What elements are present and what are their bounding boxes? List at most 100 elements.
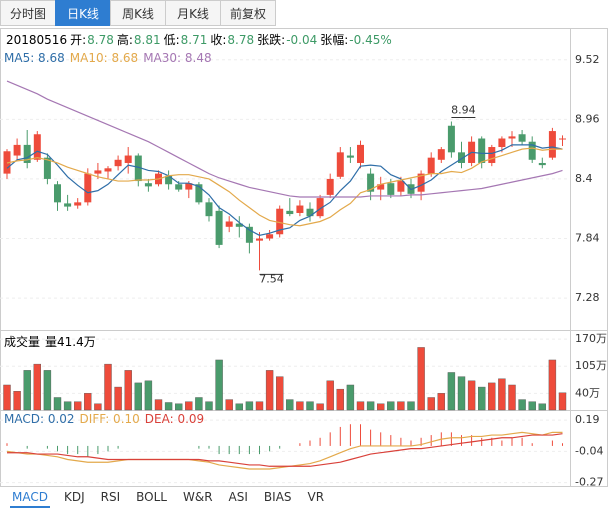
volume-bar [174,403,183,411]
legend-entry: MA30: 8.48 [143,51,212,65]
volume-bar [326,380,334,411]
volume-bar [205,401,213,411]
candle-body [387,183,395,195]
candle-body [124,155,132,163]
volume-title: 成交量 [4,335,41,349]
y-tick-label: 9.52 [575,53,600,66]
candle-body [165,175,173,185]
tab[interactable]: 周K线 [110,0,166,26]
volume-bar [84,393,92,411]
candle-body [114,159,122,167]
info-label: 张幅: [320,33,349,47]
candle-body [548,131,556,158]
info-line: 20180516 开:8.78 高:8.81 低:8.71 收:8.78 张跌:-0.04… [6,31,395,48]
volume-bar [427,397,435,411]
candle-body [346,155,354,158]
candle-body [498,138,506,148]
candle-body [306,208,314,217]
volume-bar [235,403,244,411]
indicator-tab[interactable]: VR [307,490,325,504]
tab[interactable]: 月K线 [165,0,221,26]
volume-bar [558,392,567,411]
candle-body [458,152,465,163]
volume-bar [144,380,153,411]
candle-body [286,210,294,215]
legend-entry: DIFF: 0.10 [79,412,140,426]
macd-legend: MACD: 0.02 DIFF: 0.10 DEA: 0.09 [4,412,209,426]
volume-bar [377,403,385,411]
volume-bar [518,399,526,411]
y-tick-label: 7.28 [575,291,600,304]
ma-legend: MA5: 8.68 MA10: 8.68 MA30: 8.48 [4,51,217,65]
candle-body [538,162,546,166]
indicator-tab[interactable]: ASI [228,490,248,504]
extreme-label: 7.54 [259,272,284,285]
indicator-tab[interactable]: BOLL [136,490,167,504]
ma-line [6,144,563,236]
info-value: 8.81 [133,33,161,47]
y-tick-label: -0.27 [575,476,603,489]
candle-body [518,134,526,142]
legend-entry: DEA: 0.09 [144,412,205,426]
indicator-tabs: MACD KDJ RSI BOLL W&R ASI BIAS VR [10,488,338,508]
volume-bar [245,401,254,411]
legend-entry: MACD: 0.02 [4,412,75,426]
candle-body [134,155,142,182]
candle-body [377,184,385,190]
volume-bar [528,401,536,411]
y-tick-label: 7.84 [575,232,600,245]
volume-bar [447,372,456,411]
candle-body [437,149,445,160]
candle-body [104,168,112,172]
volume-bar [23,370,31,411]
y-tick-label: 105万 [575,359,607,372]
volume-bar [286,399,294,411]
tab[interactable]: 分时图 [0,0,56,26]
volume-bar [225,399,233,411]
volume-bar [63,401,72,411]
indicator-tab[interactable]: MACD [10,488,50,508]
period-tabs: 分时图 日K线 周K线 月K线 前复权 [0,0,276,28]
volume-bar [306,401,314,411]
volume-bar [73,401,82,411]
y-tick-label: 40万 [575,386,600,399]
volume-bar [498,378,506,411]
info-label: 高: [116,33,133,47]
tab[interactable]: 日K线 [55,0,111,26]
candle-body [256,238,263,241]
volume-bar [316,403,324,411]
volume-bar [265,370,274,411]
candle-body [33,134,41,160]
volume-bar [366,401,375,411]
volume-bar [296,401,304,411]
candle-body [276,208,284,235]
indicator-tab[interactable]: KDJ [63,490,85,504]
candle-body [367,173,375,192]
indicator-tab[interactable]: BIAS [263,490,292,504]
candle-body [84,173,92,203]
candle-body [144,183,152,187]
info-label: 张跌: [257,33,286,47]
indicator-tab[interactable]: W&R [182,490,213,504]
info-value: -0.04 [286,33,318,47]
candle-body [175,184,183,190]
volume-bar [356,401,365,411]
candle-body [235,223,243,227]
volume-legend: 成交量 量41.4万 [4,333,101,350]
volume-bar [336,388,344,411]
tab[interactable]: 前复权 [220,0,276,26]
extreme-label: 8.94 [451,103,476,116]
volume-bar [104,363,112,411]
ma-line [6,147,563,227]
volume-bar [3,384,11,411]
volume-bar [164,402,173,411]
macd-line [6,431,563,470]
macd-line [7,433,563,467]
candle-body [266,234,274,239]
volume-bar [417,347,425,411]
indicator-tab[interactable]: RSI [100,490,121,504]
candle-body [225,221,233,227]
volume-bar [154,399,163,411]
